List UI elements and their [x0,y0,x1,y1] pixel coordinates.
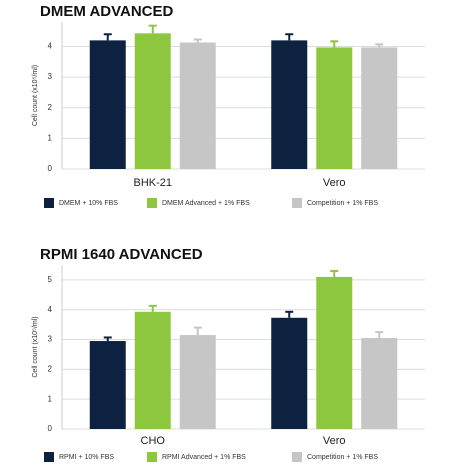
y-tick-label: 2 [48,103,53,112]
y-tick-label: 5 [48,275,53,284]
x-tick-label: Vero [323,177,346,189]
y-tick-label: 0 [48,164,53,173]
bar [89,40,126,169]
y-tick-label: 0 [48,424,53,433]
legend-label: DMEM + 10% FBS [59,200,118,207]
x-tick-label: Vero [323,435,346,447]
legend-label: DMEM Advanced + 1% FBS [162,200,250,207]
y-tick-label: 4 [48,305,53,314]
y-tick-label: 3 [48,335,53,344]
bar [134,33,171,169]
bar [316,276,353,429]
legend-swatch [44,452,54,462]
bar [89,341,126,429]
y-axis-label: Cell count (x10⁵/ml) [32,316,39,377]
y-tick-label: 1 [48,133,53,142]
y-tick-label: 1 [48,394,53,403]
x-tick-label: CHO [141,435,166,447]
legend-swatch [147,198,157,208]
legend-swatch [44,198,54,208]
legend-swatch [292,198,302,208]
bar [361,47,398,170]
legend-label: RPMI + 10% FBS [59,454,114,461]
x-tick-label: BHK-21 [133,177,172,189]
bar [271,317,308,429]
y-tick-label: 2 [48,364,53,373]
legend-label: Competition + 1% FBS [307,454,378,461]
y-tick-label: 4 [48,42,53,51]
y-axis-label: Cell count (x10⁵/ml) [32,65,39,126]
legend-label: Competition + 1% FBS [307,200,378,207]
legend-swatch [292,452,302,462]
bar [179,335,216,429]
y-tick-label: 3 [48,72,53,81]
legend-swatch [147,452,157,462]
chart-title: RPMI 1640 ADVANCED [40,246,203,263]
bar [271,40,308,169]
bar [316,47,353,170]
chart-title: DMEM ADVANCED [40,3,173,20]
bar [361,338,398,429]
legend-label: RPMI Advanced + 1% FBS [162,454,246,461]
bar [134,311,171,429]
bar [179,42,216,169]
